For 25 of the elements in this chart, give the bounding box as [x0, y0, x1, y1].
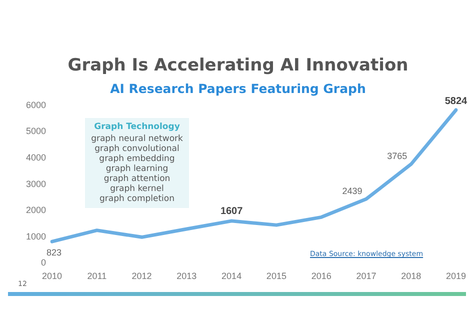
chart-title: Graph Is Accelerating AI Innovation: [68, 56, 408, 76]
data-label: 3765: [387, 151, 408, 162]
y-tick-label: 5000: [26, 126, 46, 136]
data-label: 823: [46, 248, 62, 258]
y-tick-label: 0: [41, 258, 46, 268]
data-label: 5824: [444, 96, 468, 108]
y-tick-label: 1000: [26, 231, 46, 242]
x-tick-label: 2015: [266, 271, 286, 282]
x-tick-label: 2012: [132, 271, 152, 282]
y-tick-label: 4000: [26, 152, 46, 162]
x-tick-label: 2019: [446, 271, 466, 282]
x-tick-label: 2016: [311, 271, 332, 282]
data-label: 1607: [220, 206, 244, 217]
annotation: Graph Technology graph neural network graph convolutional graph embedding graph learning graph attention graph kernel graph completion: [90, 122, 184, 204]
y-tick-label: 2000: [26, 205, 46, 216]
x-tick-label: 2011: [87, 271, 107, 282]
x-tick-label: 2014: [222, 271, 242, 282]
x-tick-label: 2018: [401, 271, 422, 282]
data-label: 2439: [342, 186, 362, 196]
x-tick-label: 2017: [356, 271, 376, 282]
x-tick-label: 2013: [176, 271, 197, 282]
x-tick-label: 2010: [42, 271, 62, 282]
y-tick-label: 3000: [26, 178, 46, 189]
y-tick-label: 6000: [26, 100, 46, 110]
chart-subtitle: AI Research Papers Featuring Graph: [110, 81, 366, 96]
